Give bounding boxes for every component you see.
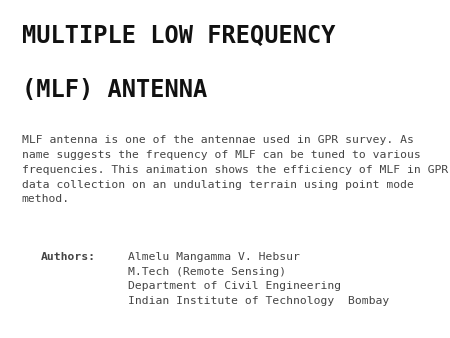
Text: Almelu Mangamma V. Hebsur
M.Tech (Remote Sensing)
Department of Civil Engineerin: Almelu Mangamma V. Hebsur M.Tech (Remote… bbox=[128, 252, 390, 306]
Text: Authors:: Authors: bbox=[40, 252, 95, 262]
Text: MULTIPLE LOW FREQUENCY: MULTIPLE LOW FREQUENCY bbox=[22, 24, 335, 48]
Text: (MLF) ANTENNA: (MLF) ANTENNA bbox=[22, 78, 207, 102]
Text: MLF antenna is one of the antennae used in GPR survey. As
name suggests the freq: MLF antenna is one of the antennae used … bbox=[22, 135, 448, 204]
